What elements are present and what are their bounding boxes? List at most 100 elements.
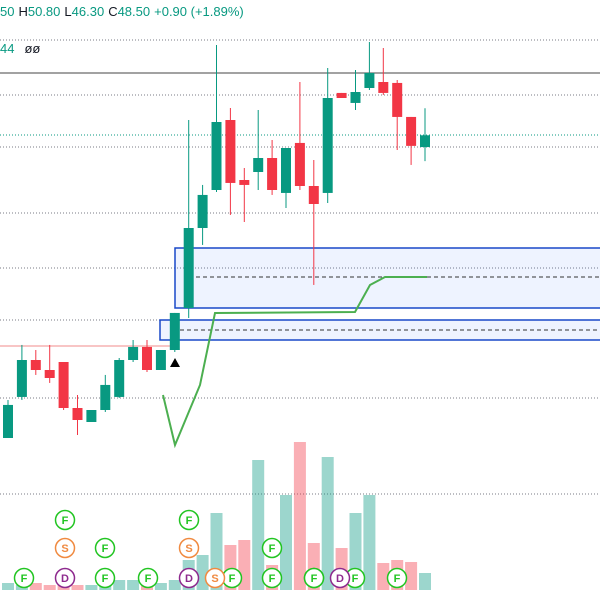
event-badge <box>137 567 159 589</box>
event-badge <box>178 509 200 531</box>
legend-text: ø <box>24 41 33 56</box>
candle-body <box>142 346 152 370</box>
candle-body <box>350 92 361 103</box>
indicator-legend: 44 øø <box>0 41 40 56</box>
volume-bar <box>2 583 14 590</box>
volume-bar <box>280 495 292 590</box>
volume-bar <box>71 585 84 590</box>
candle-body <box>420 135 430 148</box>
event-badge <box>261 537 283 559</box>
event-label: F <box>102 543 109 555</box>
volume-bar <box>252 460 265 590</box>
candle-body <box>225 120 236 183</box>
legend-text: +0.90 (+1.89%) <box>154 4 244 19</box>
candle-body <box>155 350 166 370</box>
volume-bar <box>85 585 98 590</box>
legend-text: 48.50 <box>117 4 151 19</box>
legend-text: ø <box>32 41 41 56</box>
candle-body <box>114 360 125 397</box>
event-label: F <box>269 573 276 585</box>
event-label: S <box>185 543 192 555</box>
candle-body <box>197 194 208 228</box>
event-label: F <box>102 573 109 585</box>
event-badge <box>54 509 76 531</box>
event-label: F <box>394 573 401 585</box>
volume-bar <box>419 573 431 590</box>
event-badge <box>303 567 325 589</box>
candle-body <box>378 82 389 93</box>
volume-bar <box>154 583 167 590</box>
event-badge <box>178 537 200 559</box>
candle-body <box>16 360 27 397</box>
volume-bar <box>363 495 376 590</box>
event-badge <box>94 537 116 559</box>
candle-body <box>364 72 375 88</box>
candle-body <box>183 228 194 308</box>
legend-text: H <box>18 4 28 19</box>
legend-text: 50 <box>0 4 15 19</box>
candle-body <box>72 408 83 420</box>
candle-body <box>44 370 55 378</box>
event-badge <box>54 537 76 559</box>
ohlc-legend: 50 H50.80 L46.30 C48.50 +0.90 (+1.89%) <box>0 4 248 19</box>
volume-bar <box>405 562 418 590</box>
volume-bar <box>113 580 126 590</box>
candle-body <box>3 404 13 438</box>
signal-marker <box>170 358 180 367</box>
legend-text: 50.80 <box>27 4 61 19</box>
candle-body <box>281 148 291 193</box>
event-badge <box>94 567 116 589</box>
event-label: F <box>62 515 69 527</box>
candle-body <box>169 312 180 350</box>
legend-text: 44 <box>0 41 15 56</box>
event-badge <box>178 567 200 589</box>
candle-body <box>294 142 305 186</box>
event-badge <box>204 567 226 589</box>
event-label: F <box>229 573 236 585</box>
event-label: F <box>352 573 359 585</box>
candle-body <box>267 158 278 190</box>
event-label: D <box>336 573 344 585</box>
candle-body <box>128 346 139 360</box>
event-badge <box>261 567 283 589</box>
volume-bar <box>43 585 56 590</box>
candle-body <box>100 384 111 410</box>
volume-bar <box>29 583 42 590</box>
candles <box>2 42 431 590</box>
event-label: S <box>211 573 218 585</box>
candle-body <box>211 122 222 190</box>
legend-text: 46.30 <box>71 4 105 19</box>
event-badge <box>54 567 76 589</box>
event-label: D <box>185 573 193 585</box>
volume-bar <box>168 580 181 590</box>
candle-body <box>86 410 97 422</box>
candle-body <box>322 98 333 193</box>
event-label: F <box>311 573 318 585</box>
candle-body <box>308 186 319 204</box>
event-badge <box>386 567 408 589</box>
candle-body <box>336 92 347 98</box>
volume-bar <box>293 442 306 590</box>
candle-body <box>30 360 41 370</box>
events: FDSFFFFFDSFFSFFFDFF <box>13 509 408 589</box>
event-badge <box>13 567 35 589</box>
candle-body <box>406 116 417 146</box>
event-badge <box>329 567 351 589</box>
candle-body <box>239 180 250 185</box>
legend-text: L <box>64 4 72 19</box>
candle-body <box>253 158 264 172</box>
candle-body <box>58 362 69 408</box>
event-label: F <box>21 573 28 585</box>
candle-body <box>392 82 403 117</box>
volume-bar <box>127 580 140 590</box>
event-label: F <box>186 515 193 527</box>
volume-bar <box>321 457 334 590</box>
event-label: F <box>269 543 276 555</box>
event-label: D <box>61 573 69 585</box>
indicator-line <box>162 276 427 449</box>
volume-bar <box>377 563 390 590</box>
event-label: F <box>145 573 152 585</box>
event-label: S <box>61 543 68 555</box>
